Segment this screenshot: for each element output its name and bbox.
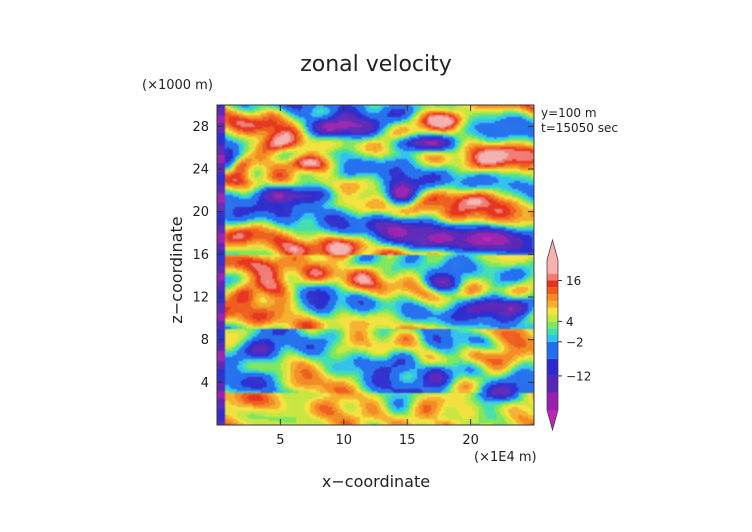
x-axis-ticks: 5 10 15 20 — [276, 105, 479, 448]
x-tick-label: 10 — [336, 433, 353, 448]
plot-frame — [216, 104, 535, 426]
colorbar-band — [547, 321, 558, 329]
colorbar-label: −12 — [566, 369, 591, 383]
x-tick-label: 5 — [276, 433, 284, 448]
x-tick-label: 20 — [462, 433, 479, 448]
y-tick-label: 4 — [201, 376, 209, 391]
colorbar-band — [547, 328, 558, 335]
colorbar-band — [547, 341, 558, 359]
colorbar-band — [547, 375, 558, 393]
colorbar-band — [547, 273, 558, 281]
y-axis-label: z−coordinate — [167, 216, 186, 323]
colorbar-band — [547, 300, 558, 308]
colorbar-band — [547, 287, 558, 295]
y-tick-label: 12 — [192, 291, 209, 306]
colorbar-band — [547, 358, 558, 376]
x-axis-label: x−coordinate — [322, 472, 430, 491]
colorbar-band — [547, 280, 558, 288]
y-tick-label: 28 — [192, 120, 209, 135]
x-tick-label: 15 — [399, 433, 416, 448]
info-line-time: t=15050 sec — [541, 121, 618, 135]
colorbar-band — [547, 294, 558, 301]
colorbar-label: 16 — [566, 274, 581, 288]
colorbar-band — [547, 314, 558, 322]
colorbar-min-arrow — [547, 410, 558, 430]
contour-plot-area — [217, 105, 534, 425]
y-tick-label: 20 — [192, 205, 209, 220]
colorbar-band — [547, 260, 558, 274]
y-unit-note: (×1000 m) — [142, 78, 213, 93]
chart-title: zonal velocity — [300, 52, 452, 77]
colorbar-outline — [546, 238, 559, 432]
zonal-velocity-field — [217, 105, 534, 425]
y-tick-label: 24 — [192, 163, 209, 178]
colorbar-band — [547, 335, 558, 342]
colorbar-label: 4 — [566, 315, 574, 329]
colorbar: 16 4 −2 −12 — [546, 238, 591, 432]
y-tick-label: 8 — [201, 333, 209, 348]
colorbar-band — [547, 392, 558, 410]
x-unit-note: (×1E4 m) — [474, 450, 537, 465]
y-axis-ticks: 4 8 12 16 20 24 28 — [192, 120, 534, 391]
info-line-y: y=100 m — [541, 106, 597, 120]
colorbar-band — [547, 307, 558, 315]
colorbar-max-arrow — [547, 240, 558, 260]
colorbar-label: −2 — [566, 335, 584, 349]
y-tick-label: 16 — [192, 248, 209, 263]
